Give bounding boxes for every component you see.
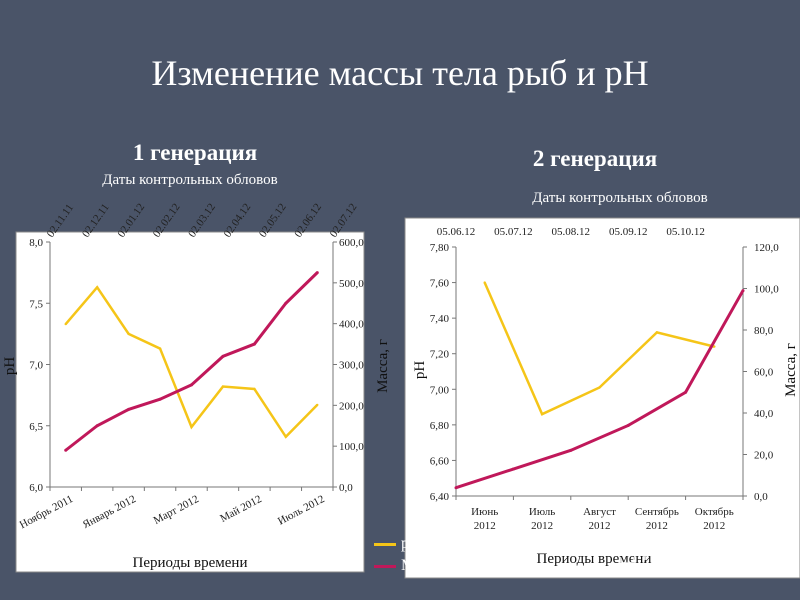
chart1-mass-point	[221, 354, 225, 358]
chart1-ph-point	[221, 385, 225, 388]
chart1-mass-point	[95, 424, 99, 428]
chart1-left-tick-label: 8,0	[29, 237, 43, 249]
chart2-bottom-tick-label: Октябрь 2012	[695, 506, 734, 532]
legend-item-ph: pH	[374, 533, 444, 555]
chart2-left-tick-label: 7,40	[430, 313, 450, 325]
chart1-ph-point	[158, 347, 162, 350]
chart1-ph-point	[64, 322, 67, 326]
chart2-right-tick-label: 60,0	[754, 367, 774, 379]
chart1-left-tick-label: 7,5	[29, 298, 43, 310]
chart1-left-tick-label: 6,0	[29, 482, 43, 494]
chart2-left-tick-label: 6,40	[430, 491, 450, 503]
chart2-top-tick-label: 05.07.12	[494, 226, 533, 238]
chart2-top-tick-label: 05.10.12	[666, 226, 705, 238]
chart1-right-tick-label: 100,0	[339, 441, 364, 453]
chart2-right-tick-label: 40,0	[754, 408, 774, 420]
chart2-ph-point	[483, 281, 486, 284]
legend-label-ph: pH	[401, 535, 421, 552]
legend-label-mass: Масса	[401, 557, 444, 574]
chart1-title: 1 генерация	[132, 140, 258, 165]
chart1-mass-point	[315, 271, 319, 275]
chart2-left-tick-label: 6,60	[430, 455, 450, 467]
chart1-ylabel-left: pH	[2, 357, 18, 376]
legend-item-mass: Масса	[374, 555, 444, 577]
chart2-ph-point	[655, 331, 659, 334]
chart1-mass-point	[190, 383, 193, 387]
chart2-bottom-tick-label: Июль 2012	[529, 506, 555, 532]
chart2-right-tick-label: 80,0	[754, 325, 774, 337]
chart1-mass-point	[284, 301, 288, 305]
chart1-top-axis-title: Даты контрольных обловов	[102, 172, 278, 188]
chart2-ylabel-right: Масса, г	[783, 343, 799, 397]
legend: pH Масса	[374, 533, 444, 577]
chart1-right-tick-label: 600,0	[339, 237, 364, 249]
chart1-mass-point	[158, 397, 162, 401]
chart1-ph-point	[127, 332, 130, 336]
chart1-right-tick-label: 200,0	[339, 400, 364, 412]
chart1-ph-point	[190, 425, 193, 429]
chart2-top-tick-label: 05.09.12	[609, 226, 648, 238]
chart2-left-tick-label: 6,80	[430, 420, 450, 432]
chart2-mass-point	[569, 448, 573, 452]
chart2-right-tick-label: 100,0	[754, 284, 779, 296]
chart1-left-tick-label: 6,5	[29, 421, 43, 433]
chart1-mass-point	[127, 407, 131, 411]
chart2: 7,80 7,60 7,40 7,20 7,00 6,80 6,60 6,40 120,0 10…	[404, 217, 800, 579]
chart2-mass-point	[626, 423, 630, 427]
chart2-ylabel-left: pH	[412, 361, 428, 380]
chart2-bottom-tick-label: Июнь 2012	[471, 506, 498, 532]
chart2-title: 2 генерация	[532, 146, 658, 171]
chart1: 8,0 7,5 7,0 6,5 6,0 600,0 500,0 400,0 300,0 200,…	[2, 201, 391, 573]
chart1-xlabel: Периоды времени	[133, 555, 248, 571]
chart1-ph-point	[253, 387, 256, 391]
chart2-mass-point	[511, 467, 515, 471]
chart1-mass-point	[64, 448, 68, 452]
watermark-text: MyShared	[642, 538, 756, 566]
chart2-ph-point	[598, 386, 601, 389]
chart1-right-tick-label: 500,0	[339, 278, 364, 290]
chart1-ylabel-right: Масса, г	[375, 339, 391, 393]
legend-swatch-ph	[374, 542, 396, 546]
slide-title: Изменение массы тела рыб и pH	[151, 53, 649, 93]
chart1-ph-point	[95, 286, 99, 289]
chart2-mass-point	[741, 289, 745, 293]
chart2-ph-point	[713, 345, 716, 348]
chart1-background	[15, 231, 365, 573]
legend-swatch-mass	[374, 564, 396, 568]
watermark-logo-icon	[618, 541, 636, 564]
chart1-right-tick-label: 400,0	[339, 319, 364, 331]
chart2-bottom-tick-label: Сентябрь 2012	[635, 506, 679, 532]
chart1-right-tick-label: 0,0	[339, 482, 353, 494]
chart2-top-tick-label: 05.06.12	[437, 226, 476, 238]
chart2-bottom-tick-label: Август 2012	[583, 506, 616, 532]
chart1-ph-point	[316, 403, 319, 407]
chart2-background	[404, 217, 800, 579]
chart2-top-tick-label: 05.08.12	[552, 226, 591, 238]
chart2-ph-point	[540, 412, 544, 416]
watermark: MyShared	[618, 538, 756, 567]
chart1-ph-point	[284, 435, 288, 438]
chart2-left-tick-label: 7,00	[430, 384, 450, 396]
chart2-right-tick-label: 0,0	[754, 491, 768, 503]
chart1-mass-point	[252, 342, 256, 346]
chart1-right-tick-label: 300,0	[339, 360, 364, 372]
chart2-top-axis-title: Даты контрольных обловов	[532, 190, 708, 206]
chart2-mass-point	[454, 486, 458, 490]
chart2-right-tick-label: 20,0	[754, 450, 774, 462]
chart2-right-tick-label: 120,0	[754, 242, 779, 254]
chart2-mass-line	[455, 289, 745, 490]
chart1-left-tick-label: 7,0	[29, 360, 43, 372]
chart2-left-tick-label: 7,80	[430, 242, 450, 254]
chart2-left-tick-label: 7,20	[430, 349, 450, 361]
chart2-left-tick-label: 7,60	[430, 278, 450, 290]
chart2-mass-point	[684, 390, 688, 394]
